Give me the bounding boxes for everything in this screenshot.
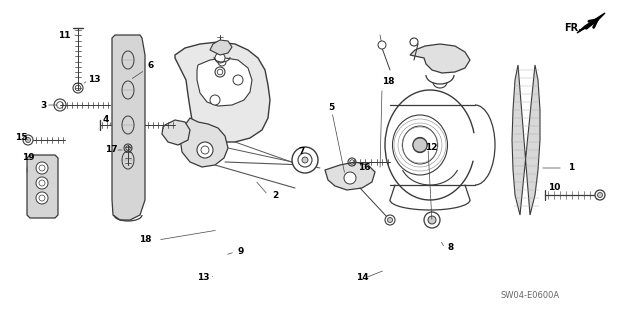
Text: 7: 7 xyxy=(298,148,305,156)
Text: 18: 18 xyxy=(382,77,394,86)
Text: 6: 6 xyxy=(148,60,154,69)
Text: 14: 14 xyxy=(356,274,369,283)
Circle shape xyxy=(197,142,213,158)
Polygon shape xyxy=(410,44,470,73)
Text: 13: 13 xyxy=(197,274,210,283)
Text: SW04-E0600A: SW04-E0600A xyxy=(501,291,560,300)
Text: 5: 5 xyxy=(328,103,334,113)
Polygon shape xyxy=(197,58,252,106)
Circle shape xyxy=(298,153,312,167)
Text: FR.: FR. xyxy=(564,23,582,33)
Circle shape xyxy=(344,172,356,184)
Circle shape xyxy=(215,53,225,63)
Circle shape xyxy=(428,216,436,224)
Polygon shape xyxy=(325,162,375,190)
Circle shape xyxy=(302,157,308,163)
Circle shape xyxy=(424,212,440,228)
Circle shape xyxy=(36,177,48,189)
Polygon shape xyxy=(27,155,58,218)
Text: 8: 8 xyxy=(448,244,454,252)
Circle shape xyxy=(36,192,48,204)
Text: 9: 9 xyxy=(238,247,244,257)
Polygon shape xyxy=(577,13,605,33)
Circle shape xyxy=(210,95,220,105)
Text: 17: 17 xyxy=(105,146,117,155)
Text: 2: 2 xyxy=(272,190,278,199)
Circle shape xyxy=(23,135,33,145)
Text: 1: 1 xyxy=(568,164,574,172)
Text: 3: 3 xyxy=(40,100,46,109)
Circle shape xyxy=(233,75,243,85)
Circle shape xyxy=(26,138,31,142)
Polygon shape xyxy=(210,40,232,55)
Circle shape xyxy=(597,193,602,197)
Text: 12: 12 xyxy=(425,143,438,153)
Text: 15: 15 xyxy=(15,133,28,142)
Text: 19: 19 xyxy=(22,154,35,163)
Text: 13: 13 xyxy=(88,76,100,84)
Circle shape xyxy=(413,138,427,152)
Polygon shape xyxy=(180,118,228,167)
Polygon shape xyxy=(112,35,145,220)
Circle shape xyxy=(387,218,392,222)
Text: 16: 16 xyxy=(358,164,371,172)
Text: 18: 18 xyxy=(139,236,152,244)
Circle shape xyxy=(378,41,386,49)
Text: 4: 4 xyxy=(103,116,109,124)
Text: 11: 11 xyxy=(58,30,70,39)
Polygon shape xyxy=(175,42,270,142)
Circle shape xyxy=(36,162,48,174)
Circle shape xyxy=(292,147,318,173)
Circle shape xyxy=(595,190,605,200)
Text: 10: 10 xyxy=(548,183,560,193)
Polygon shape xyxy=(512,65,540,215)
Circle shape xyxy=(410,38,418,46)
Polygon shape xyxy=(162,120,190,145)
Circle shape xyxy=(385,215,395,225)
